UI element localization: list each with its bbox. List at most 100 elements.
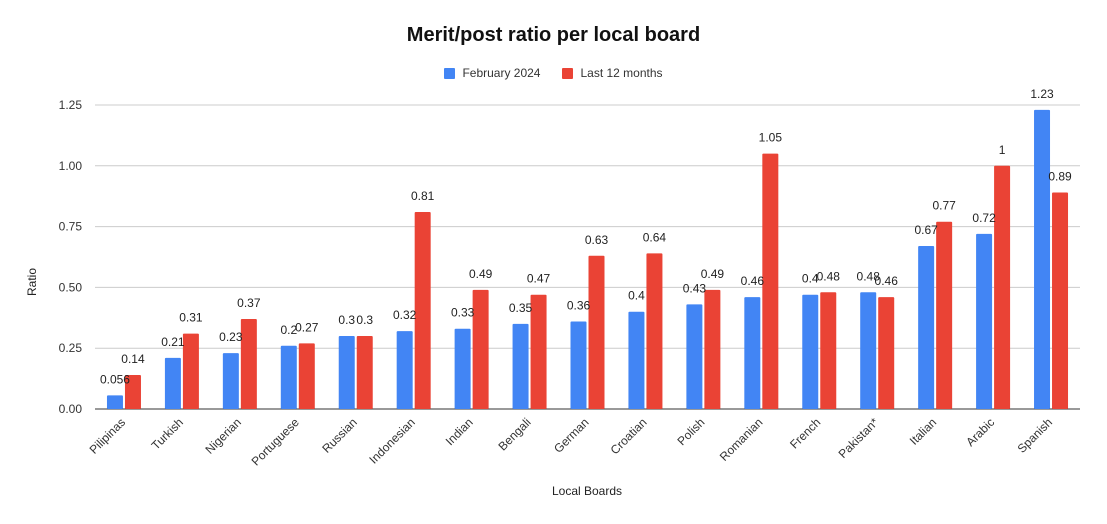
bar-february-2024[interactable] xyxy=(628,311,645,409)
data-label: 0.67 xyxy=(914,223,938,237)
x-tick-label: Arabic xyxy=(963,415,997,449)
data-label: 1 xyxy=(999,143,1006,157)
legend-label-series-2: Last 12 months xyxy=(580,66,663,80)
bar-last-12-months[interactable] xyxy=(820,292,837,409)
data-label: 0.056 xyxy=(100,372,130,386)
data-label: 0.14 xyxy=(121,352,145,366)
legend-swatch-series-1 xyxy=(444,67,456,79)
y-tick-label: 0.50 xyxy=(59,280,83,294)
data-label: 0.72 xyxy=(972,211,996,225)
bar-last-12-months[interactable] xyxy=(588,255,605,409)
y-tick-label: 1.25 xyxy=(59,98,83,112)
data-label: 0.37 xyxy=(237,296,261,310)
bar-last-12-months[interactable] xyxy=(994,165,1011,409)
bar-february-2024[interactable] xyxy=(222,353,239,409)
x-tick-label: Pilipinas xyxy=(87,415,129,457)
bar-february-2024[interactable] xyxy=(1034,109,1051,409)
bar-last-12-months[interactable] xyxy=(878,297,895,409)
data-label: 0.49 xyxy=(469,267,493,281)
data-label: 0.89 xyxy=(1048,170,1072,184)
x-tick-label: Portuguese xyxy=(249,415,303,469)
bar-february-2024[interactable] xyxy=(280,345,297,409)
legend-item-series-1[interactable]: February 2024 xyxy=(444,66,540,80)
x-tick-label: Russian xyxy=(319,415,360,456)
bar-february-2024[interactable] xyxy=(976,233,993,409)
data-label: 0.63 xyxy=(585,233,609,247)
bar-february-2024[interactable] xyxy=(744,297,761,409)
bar-last-12-months[interactable] xyxy=(646,253,663,409)
x-tick-label: Indonesian xyxy=(366,415,417,466)
legend-item-series-2[interactable]: Last 12 months xyxy=(562,66,663,80)
gridlines xyxy=(95,104,1080,410)
data-label: 0.64 xyxy=(643,230,667,244)
data-label: 1.05 xyxy=(759,131,783,145)
bar-february-2024[interactable] xyxy=(686,304,703,409)
x-tick-label: French xyxy=(787,415,823,451)
bar-february-2024[interactable] xyxy=(918,246,935,409)
bar-february-2024[interactable] xyxy=(164,357,181,409)
bar-last-12-months[interactable] xyxy=(240,319,257,409)
x-tick-label: Croatian xyxy=(608,415,650,457)
x-tick-label: Pakistan* xyxy=(836,415,882,461)
bar-last-12-months[interactable] xyxy=(298,343,315,409)
bar-february-2024[interactable] xyxy=(512,323,529,409)
x-tick-label: Italian xyxy=(907,415,940,448)
x-tick-label: Romanian xyxy=(717,415,766,464)
bars xyxy=(106,109,1069,409)
data-label: 0.31 xyxy=(179,311,203,325)
y-axis-title: Ratio xyxy=(25,268,39,296)
data-label: 0.36 xyxy=(567,298,591,312)
data-label: 0.43 xyxy=(683,281,707,295)
bar-last-12-months[interactable] xyxy=(704,289,721,409)
bar-last-12-months[interactable] xyxy=(414,212,431,409)
bar-last-12-months[interactable] xyxy=(530,294,547,409)
x-tick-label: Indian xyxy=(443,415,476,448)
y-tick-label: 1.00 xyxy=(59,159,83,173)
bar-february-2024[interactable] xyxy=(338,336,355,409)
bar-february-2024[interactable] xyxy=(570,321,587,409)
data-label: 0.77 xyxy=(932,199,956,213)
x-tick-label: Spanish xyxy=(1015,415,1056,456)
y-axis: 0.00 0.25 0.50 0.75 1.00 1.25 xyxy=(59,98,83,416)
data-label: 0.33 xyxy=(451,306,475,320)
data-label: 0.32 xyxy=(393,308,417,322)
data-label: 0.4 xyxy=(628,289,645,303)
bar-last-12-months[interactable] xyxy=(472,289,489,409)
bar-february-2024[interactable] xyxy=(396,331,413,409)
data-label: 0.4 xyxy=(802,272,819,286)
legend-label-series-1: February 2024 xyxy=(462,66,541,80)
chart-title: Merit/post ratio per local board xyxy=(406,24,701,46)
x-tick-label: German xyxy=(551,415,592,456)
data-label: 0.35 xyxy=(509,301,533,315)
legend: February 2024 Last 12 months xyxy=(0,66,1107,80)
bar-last-12-months[interactable] xyxy=(356,336,373,409)
bar-february-2024[interactable] xyxy=(106,395,123,409)
bar-february-2024[interactable] xyxy=(454,328,471,409)
bar-last-12-months[interactable] xyxy=(762,153,779,409)
data-label: 0.23 xyxy=(219,330,243,344)
data-label: 0.48 xyxy=(857,269,881,283)
bar-last-12-months[interactable] xyxy=(124,374,141,409)
data-labels: 0.056 0.14 0.21 0.31 0.23 0.37 0.20.27 0.3 0.3 0.… xyxy=(100,87,1072,387)
data-label: 0.48 xyxy=(817,269,841,283)
data-label: 0.27 xyxy=(295,320,319,334)
data-label: 0.46 xyxy=(741,274,765,288)
data-label: 1.23 xyxy=(1030,87,1054,101)
legend-swatch-series-2 xyxy=(562,67,574,79)
bar-february-2024[interactable] xyxy=(860,292,877,409)
data-label: 0.3 xyxy=(338,313,355,327)
data-label: 0.46 xyxy=(875,274,899,288)
x-tick-label: Polish xyxy=(674,415,707,448)
bar-last-12-months[interactable] xyxy=(936,221,953,409)
data-label: 0.3 xyxy=(356,313,373,327)
y-tick-label: 0.25 xyxy=(59,341,83,355)
bar-february-2024[interactable] xyxy=(802,294,819,409)
x-axis: Pilipinas Turkish Nigerian Portuguese Russia… xyxy=(87,415,1056,469)
x-tick-label: Bengali xyxy=(495,415,533,453)
y-tick-label: 0.00 xyxy=(59,402,83,416)
bar-last-12-months[interactable] xyxy=(182,333,199,409)
data-label: 0.21 xyxy=(161,335,185,349)
x-axis-title: Local Boards xyxy=(552,484,622,498)
bar-last-12-months[interactable] xyxy=(1052,192,1069,409)
